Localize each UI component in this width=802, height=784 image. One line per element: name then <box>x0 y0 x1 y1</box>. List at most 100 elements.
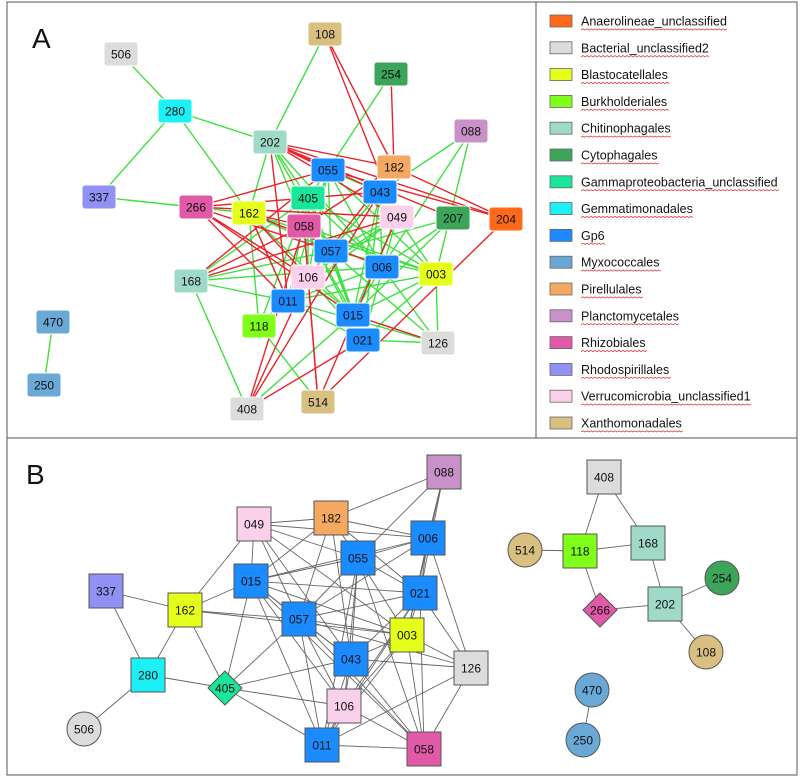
spellcheck-underline <box>580 349 648 353</box>
node-015 <box>335 302 371 328</box>
node-057 <box>313 238 349 264</box>
node-049 <box>379 204 415 230</box>
node-label: 162 <box>239 207 259 221</box>
node-label: 204 <box>496 213 516 227</box>
legend-swatch <box>549 389 573 403</box>
node-label: 088 <box>434 466 454 480</box>
edge <box>250 580 421 594</box>
spellcheck-underline <box>580 162 660 165</box>
legend-entry-label: Gp6 <box>581 229 605 243</box>
node-506 <box>66 711 102 747</box>
node-254 <box>373 61 409 87</box>
spellcheck-underline <box>580 215 694 219</box>
positive-edge <box>381 130 472 268</box>
positive-edge <box>330 250 439 344</box>
node-label: 405 <box>215 682 235 696</box>
node-250 <box>26 372 62 398</box>
negative-edge <box>393 166 507 220</box>
negative-edge <box>269 141 454 219</box>
node-126 <box>453 650 489 686</box>
edge <box>298 592 421 620</box>
node-118 <box>241 313 277 339</box>
legend-entry-label: Myxococcales <box>581 256 660 270</box>
node-label: 043 <box>341 653 361 667</box>
node-label: 108 <box>696 646 716 660</box>
node-label: 043 <box>370 186 390 200</box>
negative-edge <box>317 218 507 403</box>
legend-entry-label: Xanthomonadales <box>581 417 682 431</box>
panel-a-nodes: 506 108 254 280 088 202 055 182 337 043 266 405 162 0… <box>26 21 524 422</box>
positive-edge <box>98 110 176 198</box>
positive-edge <box>190 250 332 282</box>
legend-swatch <box>549 228 573 242</box>
panel-a-label: A <box>32 23 51 54</box>
node-label: 106 <box>334 700 354 714</box>
node-label: 514 <box>308 396 328 410</box>
panel-b-label: B <box>26 459 45 490</box>
node-250 <box>565 722 601 758</box>
edge <box>298 618 472 669</box>
legend-entry-label: Verrucomicrobia_unclassified1 <box>581 390 751 404</box>
node-058 <box>406 731 442 767</box>
node-405 <box>207 670 243 706</box>
spellcheck-underline <box>580 108 670 111</box>
node-280 <box>157 98 193 124</box>
node-207 <box>435 205 471 231</box>
node-label: 049 <box>244 518 264 532</box>
positive-edge <box>190 280 248 410</box>
edge <box>253 523 408 636</box>
node-label: 506 <box>111 48 131 62</box>
edge <box>321 667 472 746</box>
node-label: 049 <box>387 211 407 225</box>
negative-edge <box>390 73 395 168</box>
legend-swatch <box>549 175 573 189</box>
legend-entry-label: Cytophagales <box>581 149 657 163</box>
node-055 <box>340 540 376 576</box>
legend-entry-label: Rhodospirillales <box>581 363 669 377</box>
node-003 <box>418 261 454 287</box>
node-168 <box>173 268 209 294</box>
positive-edge <box>98 196 250 214</box>
edge <box>330 471 445 519</box>
node-label: 470 <box>582 684 602 698</box>
node-label: 057 <box>289 613 309 627</box>
node-label: 405 <box>298 192 318 206</box>
edge <box>224 580 252 689</box>
spellcheck-underline <box>580 323 680 326</box>
node-204 <box>488 206 524 232</box>
node-label: 514 <box>515 544 535 558</box>
panel-b-nodes: 088 182 049 006 055 015 021 337 162 057 003 043 280 4… <box>66 454 740 767</box>
negative-edge <box>190 225 305 282</box>
node-021 <box>402 575 438 611</box>
node-label: 126 <box>428 337 448 351</box>
spellcheck-underline <box>580 296 644 299</box>
node-106 <box>290 264 326 290</box>
edge <box>343 557 359 707</box>
positive-edge <box>330 217 454 252</box>
edge <box>184 609 300 620</box>
negative-edge <box>246 191 381 410</box>
spellcheck-underline <box>580 376 672 379</box>
node-015 <box>233 563 269 599</box>
node-118 <box>562 533 598 569</box>
node-label: 266 <box>590 604 610 618</box>
node-043 <box>362 179 398 205</box>
legend: Anaerolineae_unclassified Bacterial_uncla… <box>549 14 780 433</box>
edge <box>406 634 425 750</box>
node-337 <box>81 184 117 210</box>
spellcheck-underline <box>580 81 670 85</box>
spellcheck-underline <box>580 430 684 433</box>
edge <box>250 557 359 582</box>
node-label: 126 <box>461 662 481 676</box>
node-337 <box>88 573 124 609</box>
negative-edge <box>195 169 329 208</box>
legend-swatch <box>549 14 573 28</box>
legend-entry-label: Pirellulales <box>581 283 641 297</box>
spellcheck-underline <box>580 242 606 245</box>
node-006 <box>410 520 446 556</box>
legend-entry-label: Gammaproteobacteria_unclassified <box>581 175 778 189</box>
node-label: 006 <box>372 261 392 275</box>
positive-edge <box>303 225 437 275</box>
edge <box>298 618 425 750</box>
